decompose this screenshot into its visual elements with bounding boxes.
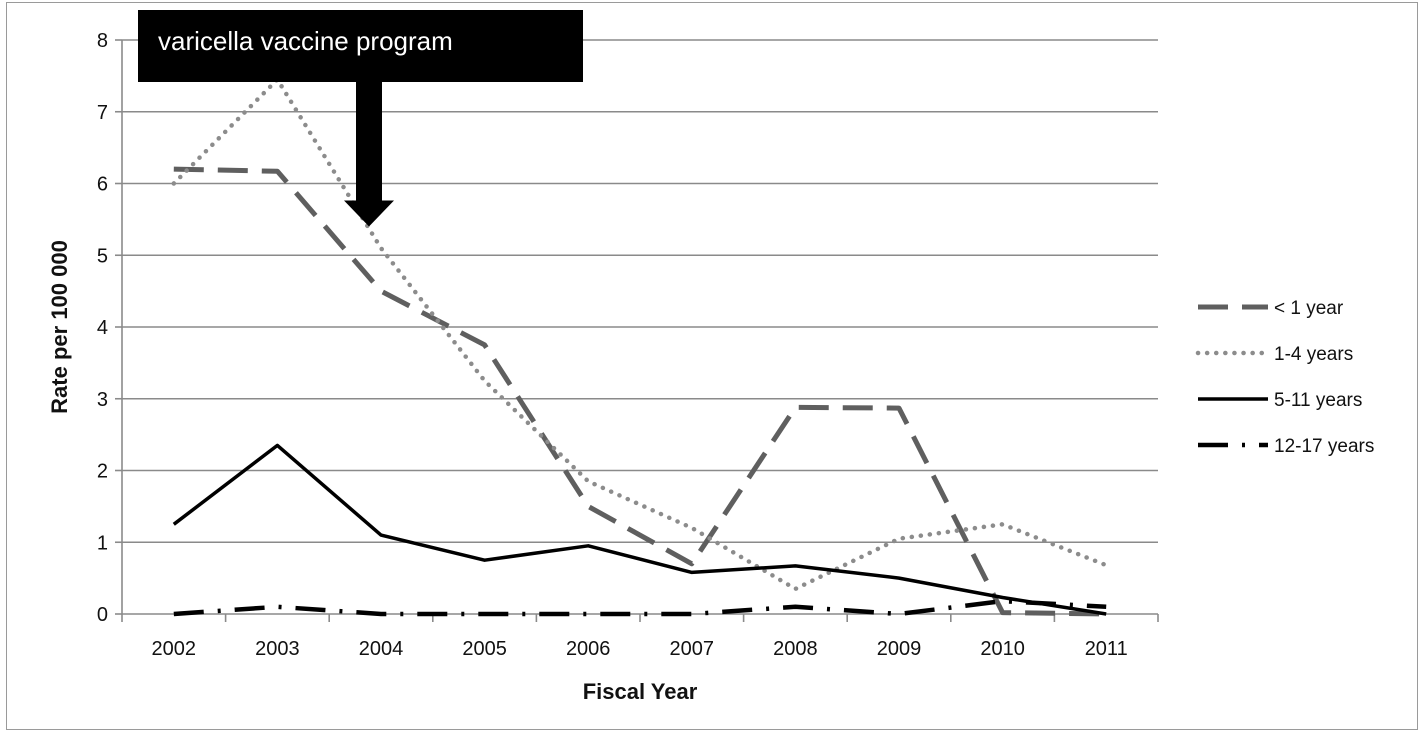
y-tick-label: 8 [97, 30, 108, 52]
legend-label-2: 1-4 years [1274, 344, 1353, 365]
annotation-text: varicella vaccine program [158, 26, 453, 56]
y-tick-label: 6 [97, 174, 108, 196]
y-tick-label: 4 [97, 317, 108, 339]
series-line-4 [173, 598, 1107, 617]
x-axis-label: Fiscal Year [583, 679, 698, 704]
annotation: varicella vaccine program [138, 10, 583, 227]
annotation-arrow [344, 82, 394, 227]
y-tick-label: 0 [97, 604, 108, 626]
x-tick-label: 2010 [980, 638, 1025, 660]
x-tick-label: 2005 [462, 638, 507, 660]
annotation-box [138, 10, 583, 82]
series-line-2 [171, 77, 1109, 592]
series-line-3 [172, 443, 1107, 616]
y-axis-label: Rate per 100 000 [47, 240, 72, 414]
x-tick-label: 2003 [255, 638, 300, 660]
gridlines [122, 39, 1158, 544]
y-tick-label: 1 [97, 532, 108, 554]
legend-label-3: 5-11 years [1274, 390, 1362, 411]
y-tick-label: 5 [97, 245, 108, 267]
x-tick-labels: 2002 2003 2004 2005 2006 2007 2008 2009 2010 2011 [152, 638, 1128, 660]
legend-label-4: 12-17 years [1274, 436, 1374, 457]
series-lines [171, 77, 1109, 617]
y-tick-label: 7 [97, 102, 108, 124]
legend-label-1: < 1 year [1274, 298, 1344, 319]
y-tick-labels: 0 1 2 3 4 5 6 7 8 [97, 30, 108, 626]
series-line-1 [173, 166, 1107, 617]
y-tick-label: 2 [97, 461, 108, 483]
y-tick-label: 3 [97, 389, 108, 411]
x-tick-label: 2002 [152, 638, 197, 660]
x-tick-label: 2007 [670, 638, 715, 660]
x-tick-label: 2008 [773, 638, 818, 660]
x-tick-label: 2009 [877, 638, 922, 660]
legend: < 1 year 1-4 years 5-11 years 12-17 years [1195, 298, 1374, 457]
x-tick-label: 2006 [566, 638, 611, 660]
x-tick-label: 2011 [1085, 638, 1128, 660]
x-tick-label: 2004 [359, 638, 404, 660]
